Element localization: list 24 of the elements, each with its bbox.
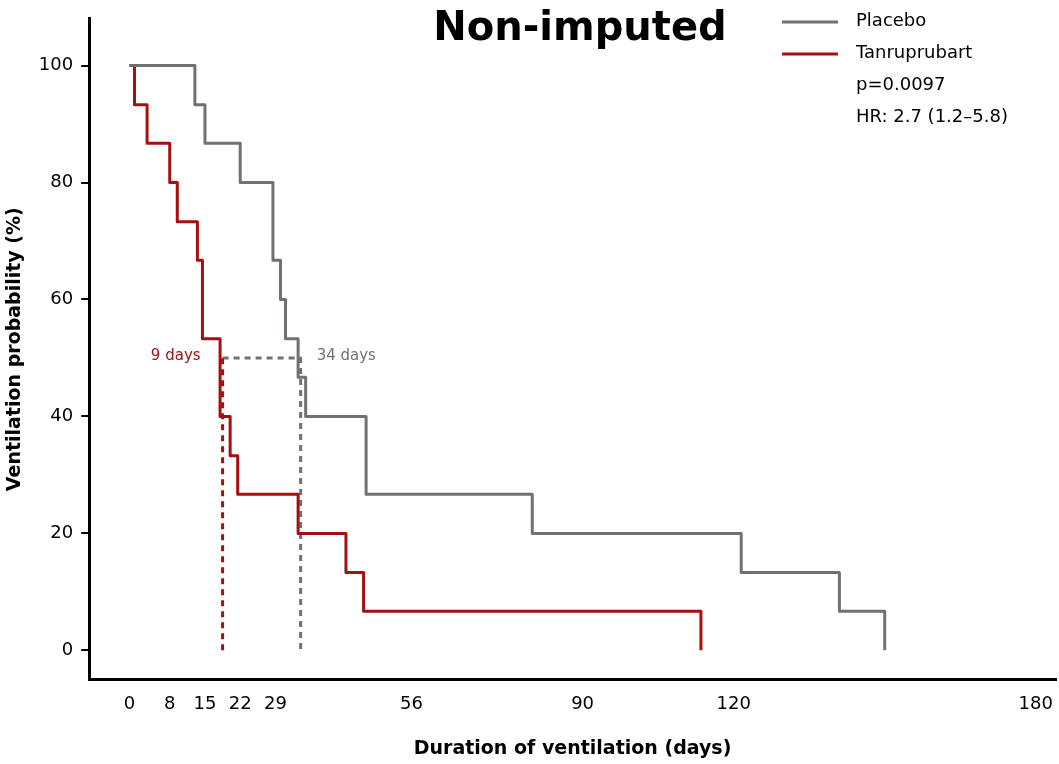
x-tick-label: 0: [123, 692, 136, 714]
annotation: p=0.0097: [856, 72, 946, 94]
x-tick-label: 120: [716, 692, 751, 714]
x-tick-label: 180: [1018, 692, 1053, 714]
y-tick-label: 80: [50, 170, 74, 192]
y-tick-label: 100: [38, 53, 74, 75]
x-axis-title: Duration of ventilation (days): [413, 735, 732, 758]
legend-label: Placebo: [856, 8, 927, 30]
y-tick-label: 60: [50, 287, 74, 309]
x-tick-label: 56: [399, 692, 423, 714]
annotation: HR: 2.7 (1.2–5.8): [856, 104, 1008, 126]
x-tick-label: 15: [193, 692, 217, 714]
y-tick-label: 0: [61, 638, 74, 660]
x-tick-label: 8: [163, 692, 176, 714]
y-tick-label: 20: [50, 521, 74, 543]
chart-title: Non-imputed: [433, 3, 727, 50]
x-tick-label: 29: [264, 692, 287, 714]
legend-label: Tanruprubart: [855, 40, 973, 62]
y-axis-title: Ventilation probability (%): [2, 207, 25, 492]
x-tick-label: 90: [571, 692, 595, 714]
annotation: 34 days: [316, 345, 377, 364]
y-tick-label: 40: [50, 404, 74, 426]
x-tick-label: 22: [228, 692, 252, 714]
annotation: 9 days: [150, 345, 201, 364]
